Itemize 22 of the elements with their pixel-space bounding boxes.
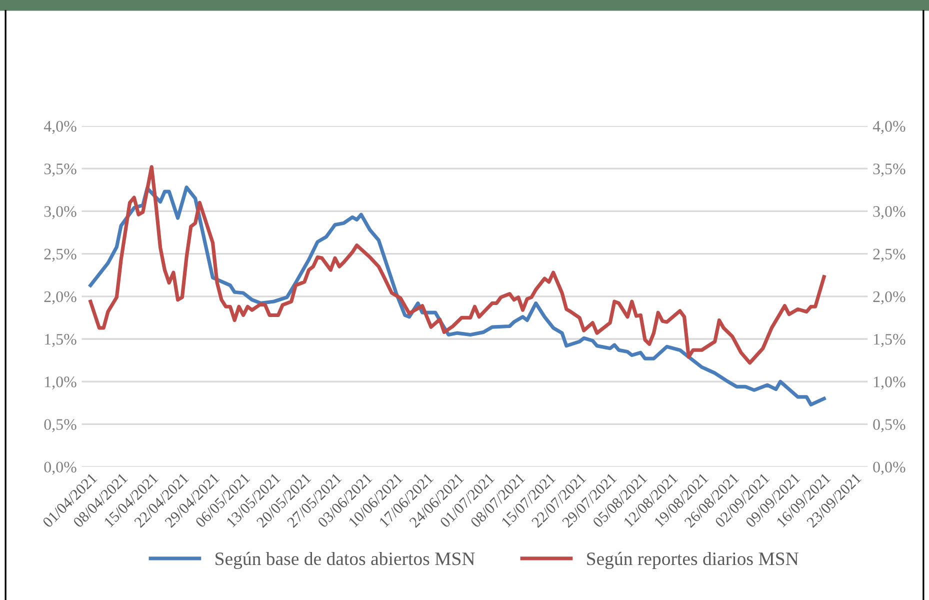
legend-label: Según reportes diarios MSN xyxy=(587,552,798,570)
y-tick-label: 2,0% xyxy=(44,291,76,304)
y-tick-label: 3,0% xyxy=(44,206,76,220)
y2-tick-label: 2,5% xyxy=(873,248,906,262)
y2-tick-label: 3,5% xyxy=(873,164,906,177)
y-tick-label: 0,5% xyxy=(44,419,76,432)
y-tick-label: 1,0% xyxy=(45,376,76,390)
legend-label: Según base de datos abiertos MSN xyxy=(216,552,475,570)
y-tick-label: 4,0% xyxy=(44,120,76,134)
y2-tick-label: 0,5% xyxy=(873,419,906,432)
y2-tick-label: 2,0% xyxy=(873,291,906,304)
y-tick-label: 1,5% xyxy=(45,334,76,347)
y2-tick-label: 0,0% xyxy=(873,462,906,475)
y-tick-label: 2,5% xyxy=(44,248,76,262)
y-tick-label: 3,5% xyxy=(44,164,76,177)
y2-tick-label: 3,0% xyxy=(873,206,906,220)
y2-tick-label: 1,0% xyxy=(874,376,906,390)
y-tick-label: 0,0% xyxy=(44,462,76,475)
line-series xyxy=(88,186,826,406)
y2-tick-label: 1,5% xyxy=(874,334,906,347)
line-series xyxy=(88,165,826,365)
y2-tick-label: 4,0% xyxy=(872,120,906,134)
